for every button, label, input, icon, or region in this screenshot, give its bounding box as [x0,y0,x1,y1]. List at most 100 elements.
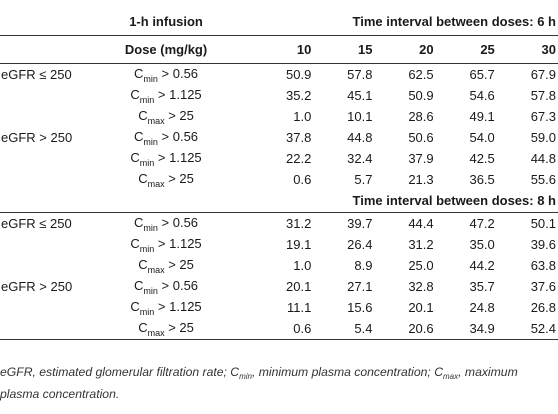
condition-threshold: > 0.56 [157,66,199,81]
header-gap-2 [220,35,251,64]
footnote-text: eGFR, estimated glomerular filtration ra… [0,365,240,379]
gap-cell [221,169,250,190]
condition-symbol: C [130,87,140,102]
condition-threshold: > 25 [164,108,194,123]
condition-symbol: C [138,171,148,186]
header-gap [220,8,251,36]
value-cell: 27.1 [347,278,373,294]
condition-subscript: min [139,95,155,105]
group-label [0,255,111,276]
header-interval-6h: Time interval between doses: 6 h [250,8,558,36]
condition-cell: Cmin > 1.125 [111,85,221,106]
section-8h-header: Time interval between doses: 8 h [0,190,558,213]
value-cell: 26.8 [530,299,556,315]
value-cell: 25.0 [408,257,434,273]
gap-cell [221,127,250,148]
header-interval-8h: Time interval between doses: 8 h [250,190,558,213]
condition-subscript: min [143,137,158,147]
value-cell: 34.9 [433,318,495,340]
group-label [0,297,111,318]
table-footnote: eGFR, estimated glomerular filtration ra… [0,362,556,404]
condition-subscript: max [147,116,165,126]
table-row: eGFR ≤ 250 Cmin > 0.56 50.9 57.8 62.5 65.7 67.… [0,64,558,86]
value-cell: 31.2 [286,215,312,231]
value-cell: 63.8 [530,257,556,273]
gap-cell [221,255,250,276]
value-cell: 21.3 [408,171,434,187]
condition-symbol: C [134,215,144,230]
value-cell: 26.4 [347,236,373,252]
group-label [0,318,112,340]
value-cell: 39.6 [530,236,556,252]
group-label [0,234,111,255]
section-8h: eGFR ≤ 250 Cmin > 0.56 31.2 39.7 44.4 47.2 50.… [0,213,558,340]
value-cell: 59.0 [530,129,556,145]
group-label [0,169,111,190]
table-row: eGFR > 250 Cmin > 0.56 20.1 27.1 32.8 35.7 37.… [0,276,558,297]
dosing-table: 1-h infusion Time interval between doses… [0,8,558,340]
table-row: Cmin > 1.125 11.1 15.6 20.1 24.8 26.8 [0,297,558,318]
table-row: Cmax > 25 0.6 5.7 21.3 36.5 55.6 [0,169,558,190]
value-cell: 50.6 [408,129,434,145]
value-cell: 37.6 [530,278,556,294]
condition-subscript: max [147,179,165,189]
value-cell: 31.2 [408,236,434,252]
value-cell: 19.1 [286,236,312,252]
value-cell: 50.9 [286,66,312,82]
condition-threshold: > 25 [164,257,194,272]
value-cell: 32.8 [408,278,434,294]
value-cell: 55.6 [530,171,556,187]
condition-symbol: C [138,108,148,123]
condition-symbol: C [134,129,144,144]
condition-symbol: C [134,66,144,81]
value-cell: 57.8 [530,87,556,103]
group-label: eGFR > 250 [1,278,73,294]
footnote-text: , maximum plasma concentration. [0,365,518,401]
value-cell: 1.0 [293,108,312,124]
header-infusion: 1-h infusion [111,8,221,36]
condition-threshold: > 25 [164,171,194,186]
condition-symbol: C [138,257,148,272]
condition-subscript: max [147,328,165,338]
dose-col-header: 10 [250,35,312,64]
blank-cell [0,190,112,213]
condition-symbol: C [138,320,148,335]
value-cell: 62.5 [408,66,434,82]
gap-cell [220,318,251,340]
table-row: Cmin > 1.125 19.1 26.4 31.2 35.0 39.6 [0,234,558,255]
condition-subscript: max [147,265,165,275]
table-row: Cmax > 25 0.6 5.4 20.6 34.9 52.4 [0,318,558,340]
value-cell: 49.1 [469,108,495,124]
dose-col-header: 30 [494,35,558,64]
value-cell: 50.1 [530,215,556,231]
gap-cell [221,85,250,106]
header-row-2: Dose (mg/kg) 10 15 20 25 30 [0,35,558,64]
condition-subscript: min [139,244,155,254]
value-cell: 44.8 [530,150,556,166]
gap-cell [221,297,250,318]
table-row: eGFR ≤ 250 Cmin > 0.56 31.2 39.7 44.4 47.2 50.… [0,213,558,235]
value-cell: 0.6 [293,171,312,187]
condition-cell: Cmin > 1.125 [111,297,221,318]
value-cell: 5.4 [311,318,373,340]
value-cell: 57.8 [347,66,373,82]
condition-threshold: > 1.125 [154,87,202,102]
value-cell: 47.2 [469,215,495,231]
condition-cell: Cmin > 0.56 [111,276,221,297]
value-cell: 44.2 [469,257,495,273]
footnote-text: , minimum plasma concentration; C [252,365,444,379]
interval-8h-row: Time interval between doses: 8 h [0,190,558,213]
value-cell: 37.9 [408,150,434,166]
value-cell: 32.4 [347,150,373,166]
dose-col-header: 15 [311,35,373,64]
condition-cell: Cmax > 25 [111,106,221,127]
dose-col-header: 25 [433,35,495,64]
condition-cell: Cmin > 0.56 [111,213,221,235]
value-cell: 52.4 [494,318,558,340]
value-cell: 54.6 [469,87,495,103]
value-cell: 1.0 [293,257,312,273]
value-cell: 67.3 [530,108,556,124]
value-cell: 8.9 [354,257,373,273]
blank-cell [111,190,221,213]
